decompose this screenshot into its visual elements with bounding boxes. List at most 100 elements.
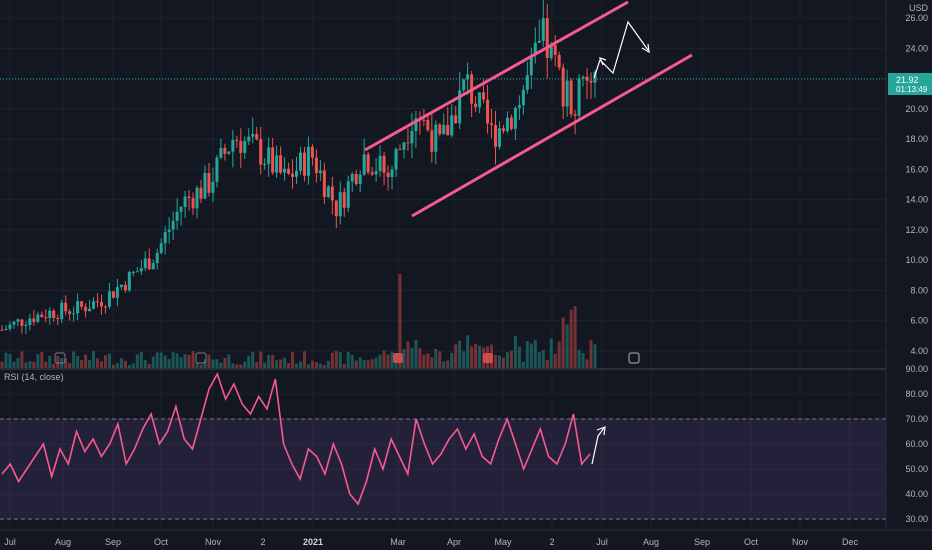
candle-body [430,130,434,152]
candle-body [386,172,390,177]
candle-body [458,90,462,124]
candle-body [287,168,291,174]
volume-bar [235,364,239,369]
price-axis[interactable]: 26.0024.0022.0020.0018.0016.0014.0012.00… [905,13,928,356]
rsi-projection-arrow [591,427,605,465]
volume-bar [183,354,187,369]
volume-bar [310,360,314,369]
volume-bar [478,345,482,369]
volume-bar [442,361,446,369]
candle-body [231,139,235,152]
volume-bar [223,357,227,369]
volume-bar [577,349,581,369]
candle-body [271,147,275,173]
candle-body [442,125,446,135]
volume-bar [167,359,171,369]
rsi-axis[interactable]: 90.00 80.00 70.00 60.00 50.00 40.00 30.00 [905,364,928,524]
volume-bar [219,362,223,369]
candle-body [382,155,386,173]
candle-body [20,319,24,326]
candle-body [119,284,123,288]
volume-bar [330,352,334,369]
candle-body [207,173,211,193]
volume-bar [207,354,211,369]
candle-body [247,136,251,142]
candle-body [8,324,12,329]
candle-body [52,310,56,319]
volume-bar [446,360,450,369]
candle-body [163,232,167,244]
volume-bar [350,355,354,369]
volume-bar [291,352,295,369]
price-tick-label: 10.00 [905,255,928,265]
last-price-value: 21.92 [896,75,919,85]
candle-body [96,301,100,303]
candle-body [255,133,259,140]
time-axis[interactable]: Jul Aug Sep Oct Nov 2 2021 Mar Apr May 2 Jul Aug Sep O… [4,537,858,547]
volume-bar [438,351,442,369]
candle-body [235,139,239,142]
volume-bar [466,335,470,369]
candle-body [549,45,553,59]
candle-body [330,186,334,201]
candle-body [179,207,183,212]
candle-body [318,170,322,174]
volume-bar [474,344,478,369]
volume-bar [314,361,318,369]
candle-body [259,139,263,165]
candle-body [139,268,143,272]
candle-body [302,152,306,176]
volume-bar [72,351,76,369]
volume-bar [529,343,533,369]
volume-bar [374,357,378,369]
candle-body [593,71,597,83]
candle-body [111,291,115,298]
projection-path[interactable] [593,20,649,79]
volume-bar [24,362,28,369]
price-tick-label: 24.00 [905,43,928,53]
channel-lower-line[interactable] [411,53,693,218]
candle-body [195,187,199,209]
candle-body [462,79,466,91]
volume-bar [215,359,219,369]
volume-bar [565,324,569,369]
volume-bar [318,363,322,369]
candle-body [561,67,565,107]
candle-body [76,301,80,314]
candle-body [199,187,203,199]
volume-bar [84,354,88,369]
volume-bar [60,358,64,369]
volume-bar [418,348,422,369]
candle-body [454,115,458,124]
time-tick-label: Sep [694,537,710,547]
rsi-tick-label: 70.00 [905,414,928,424]
volume-bar [414,339,418,369]
volume-bar [119,358,123,369]
rsi-indicator-label[interactable]: RSI (14, close) [4,372,64,382]
volume-bar [179,357,183,369]
volume-bar [151,356,155,369]
rsi-tick-label: 90.00 [905,364,928,374]
volume-bar [32,361,36,369]
volume-bar [127,364,131,369]
candle-body [398,149,402,151]
candle-body [557,54,561,68]
volume-bar [326,360,330,369]
candle-body [350,173,354,182]
volume-bar [302,351,306,369]
candle-body [167,229,171,233]
channel-upper-line[interactable] [364,0,629,152]
candle-body [159,243,163,254]
volume-bar [382,350,386,369]
candle-body [16,319,20,322]
price-tick-label: 20.00 [905,104,928,114]
price-tick-label: 4.00 [910,346,928,356]
volume-bar [279,359,283,369]
volume-bar [553,353,557,369]
rsi-tick-label: 80.00 [905,389,928,399]
rsi-tick-label: 40.00 [905,489,928,499]
candle-body [577,78,581,116]
candle-body [295,170,299,177]
candle-body [36,314,40,322]
